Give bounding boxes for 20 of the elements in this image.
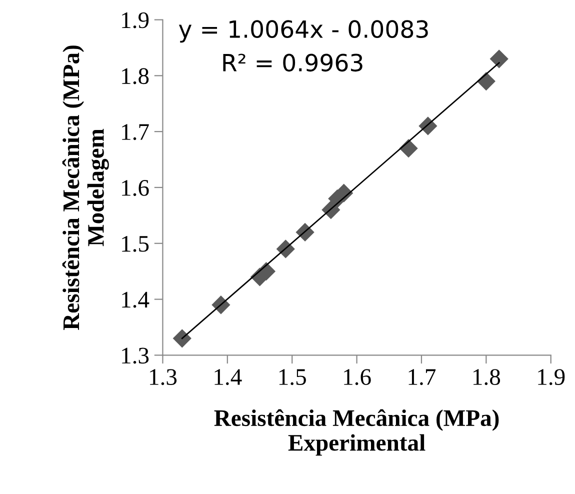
y-tick-label: 1.6 bbox=[122, 180, 149, 196]
y-tick-label: 1.7 bbox=[122, 124, 149, 140]
y-tick-label: 1.4 bbox=[122, 292, 150, 308]
x-axis-title: Resistência Mecânica (MPa) Experimental bbox=[214, 409, 499, 456]
x-tick-label: 1.5 bbox=[279, 369, 306, 386]
y-axis-title: Resistência Mecânica (MPa) Modelagem bbox=[62, 46, 109, 330]
y-tick-label: 1.8 bbox=[122, 68, 149, 84]
y-tick-label: 1.9 bbox=[122, 12, 149, 28]
y-tick-label: 1.5 bbox=[122, 236, 149, 252]
x-tick-label: 1.4 bbox=[214, 369, 242, 386]
x-tick-label: 1.6 bbox=[344, 369, 371, 386]
x-tick-label: 1.7 bbox=[408, 369, 436, 386]
point bbox=[490, 50, 508, 68]
y-tick-label: 1.3 bbox=[122, 348, 149, 364]
annotation: y = 1.0064x - 0.0083 bbox=[178, 20, 428, 43]
x-tick-label: 1.9 bbox=[538, 369, 565, 386]
x-tick-label: 1.3 bbox=[150, 369, 177, 386]
point bbox=[172, 329, 192, 348]
x-tick-label: 1.8 bbox=[473, 369, 500, 386]
annotation: R² = 0.9963 bbox=[223, 54, 362, 72]
